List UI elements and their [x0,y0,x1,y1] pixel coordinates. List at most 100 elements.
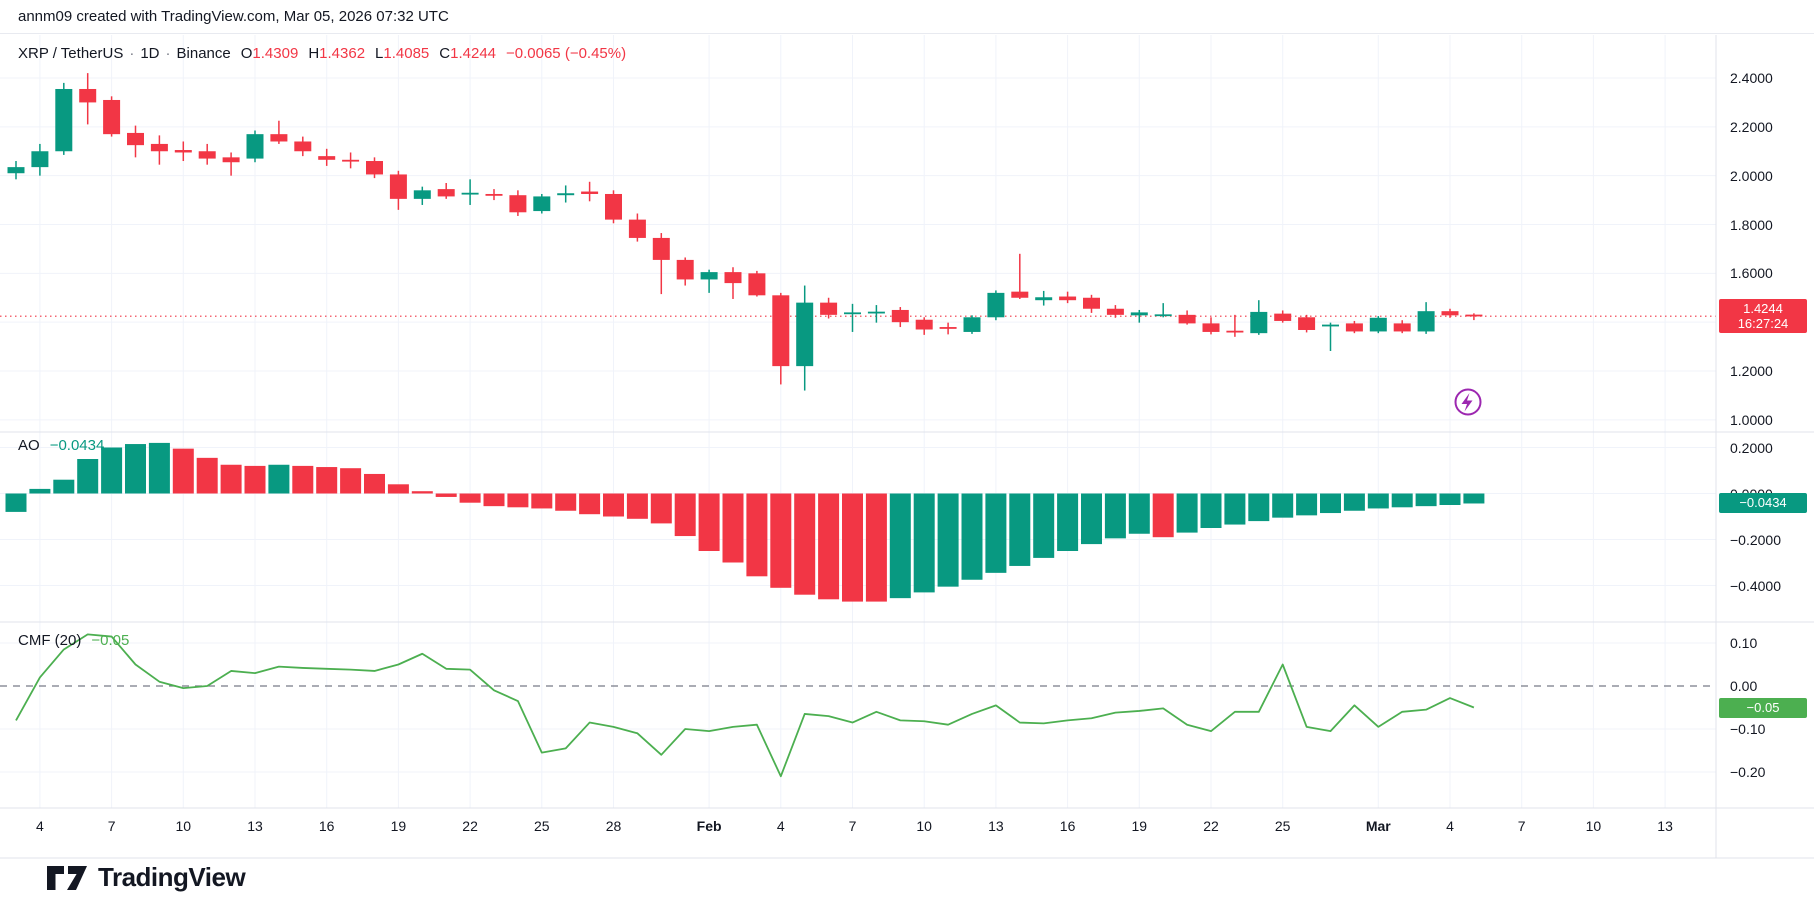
price-tick-label: 2.0000 [1730,167,1773,184]
candle [581,191,599,194]
candle [844,312,861,315]
candle [1226,330,1244,333]
low-label: L [375,45,384,62]
ao-bar [1272,493,1294,518]
ao-bar [626,493,648,519]
ao-bar [722,493,744,563]
candle [294,141,312,152]
candle [318,156,336,160]
candle [389,174,407,199]
interval-label[interactable]: 1D [140,45,160,62]
symbol-title[interactable]: XRP / TetherUS [18,45,124,62]
time-tick-label: 4 [35,818,44,834]
cmf-tick-label: 0.00 [1730,678,1758,694]
candle [437,189,455,197]
time-tick-label: 19 [390,818,407,834]
cmf-current-value: −0.05 [91,632,130,649]
ao-bar [292,465,314,494]
header-divider [0,33,1814,34]
time-tick-label: 13 [988,818,1004,834]
cmf-name[interactable]: CMF (20) [18,632,82,649]
candle [150,143,168,152]
open-label: O [240,45,253,62]
candle [987,292,1005,318]
ao-bar [889,493,911,599]
ao-bar [985,493,1007,573]
high-value: 1.4362 [319,45,366,62]
time-tick-label: 13 [247,818,263,834]
cmf-tick-label: −0.10 [1730,721,1766,737]
ao-bar [387,484,409,494]
close-value: 1.4244 [450,45,497,62]
ao-bar [1320,493,1341,514]
ao-bar [961,493,983,580]
ao-bar [101,447,123,494]
time-tick-label: 22 [462,818,478,834]
candle [413,190,431,199]
attribution-text: annm09 created with TradingView.com, Mar… [18,8,449,25]
time-tick-label: Feb [696,818,722,834]
candle [724,272,742,284]
candle [174,150,192,153]
ao-bar [316,467,338,494]
ao-bar [459,493,481,503]
candle [1178,314,1196,324]
candle [915,319,933,330]
candle [1202,323,1220,332]
price-tick-label: 1.6000 [1730,265,1773,282]
candle [1298,317,1316,330]
ao-tick-label: 0.2000 [1730,439,1773,456]
time-tick-label: 25 [1274,818,1291,834]
ao-bar [1248,493,1270,522]
tradingview-logo-mark [47,865,87,890]
ao-bar [29,488,51,494]
candle [557,193,575,196]
candle [652,237,670,260]
candle [533,196,551,212]
ao-bar [674,493,696,537]
chart-legend: XRP / TetherUS · 1D · Binance O1.4309 H1.4362 L… [18,45,626,62]
ao-bar [650,493,672,524]
ao-bar [220,464,242,494]
low-value: 1.4085 [383,45,430,62]
time-tick-label: 25 [534,818,550,834]
candle [748,273,766,296]
time-tick-label: 13 [1657,818,1673,834]
candle [772,295,790,367]
ao-bar [364,473,385,494]
candle [509,195,527,213]
time-tick-label: 10 [175,818,192,834]
ao-bar [770,493,792,588]
price-tick-label: 1.2000 [1730,363,1773,379]
ao-bar [603,493,624,517]
ao-value-tag: −0.0434 [1719,493,1807,514]
candle [820,302,838,315]
ao-tick-label: −0.2000 [1730,531,1781,548]
ao-bar [1439,493,1461,505]
price-tick-label: 1.0000 [1730,411,1773,428]
open-value: 1.4309 [252,45,299,62]
candle [1154,314,1172,317]
ao-bar [1343,493,1365,511]
candle [270,134,288,142]
tradingview-logo[interactable]: TradingView [46,862,246,893]
candle [342,159,360,162]
candle [605,193,622,220]
candle [366,161,383,175]
ao-bar [5,493,27,512]
high-label: H [308,45,320,62]
time-tick-label: 19 [1131,818,1148,834]
candle [7,167,25,174]
lightning-icon-bolt[interactable] [1461,393,1473,412]
candle [222,157,240,163]
ao-bar [435,493,457,497]
legend-separator: · [165,45,171,62]
candle [796,302,814,367]
ao-indicator-legend: AO −0.0434 [18,437,104,454]
ao-bar [125,444,146,494]
ao-name[interactable]: AO [18,437,40,454]
time-tick-label: 28 [605,818,622,834]
ao-bar [1081,493,1102,545]
